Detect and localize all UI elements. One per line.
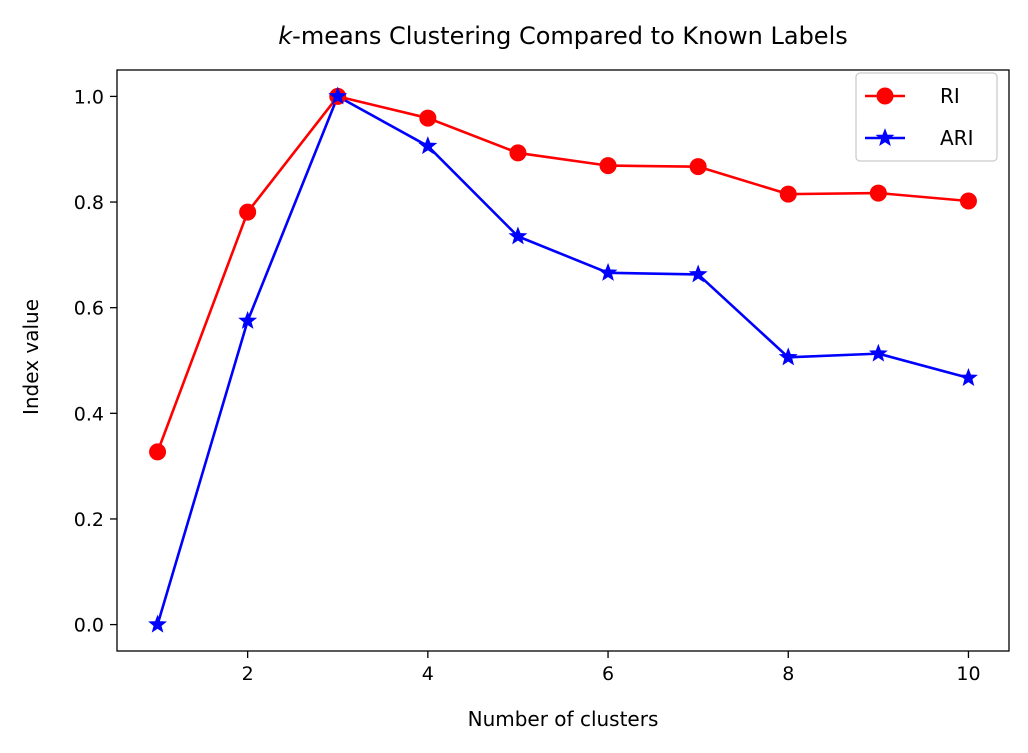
x-tick-label: 8 — [782, 663, 794, 685]
data-point-ari — [688, 264, 708, 283]
data-point-ri — [779, 185, 797, 203]
data-point-ari — [778, 347, 798, 366]
data-point-ri — [959, 192, 977, 210]
legend-marker-ari — [875, 128, 895, 147]
plot-area: 2 4 6 8 10 0.0 0.2 0.4 0.6 0.8 1.0 — [74, 69, 1010, 685]
series-line-ari — [156, 95, 969, 625]
legend-label-ari: ARI — [940, 126, 973, 150]
legend-label-ri: RI — [940, 84, 960, 108]
legend-marker-ri — [876, 87, 894, 105]
data-point-ri — [149, 443, 167, 461]
y-axis-label: Index value — [19, 299, 43, 415]
data-point-ari — [508, 226, 528, 245]
series-line-ri — [156, 95, 969, 453]
data-point-ari — [328, 86, 348, 105]
x-tick-label: 4 — [422, 663, 434, 685]
data-point-ari — [148, 614, 167, 633]
chart-title-italic: k — [278, 22, 293, 50]
data-point-ri — [689, 158, 707, 176]
x-tick-label: 10 — [956, 663, 980, 685]
y-tick-label: 0.4 — [74, 403, 104, 425]
data-point-ari — [418, 136, 438, 155]
y-tick-label: 0.2 — [74, 509, 104, 531]
x-tick-label: 6 — [602, 663, 614, 685]
plot-frame — [116, 69, 1010, 652]
data-point-ari — [868, 343, 888, 362]
data-point-ari — [959, 368, 978, 386]
legend-box — [855, 72, 998, 162]
data-point-ri — [599, 157, 617, 175]
chart-title: k-means Clustering Compared to Known Lab… — [278, 22, 848, 50]
data-point-ri — [509, 144, 527, 162]
legend: RI ARI — [855, 72, 998, 162]
data-point-ari — [598, 262, 618, 281]
y-tick-label: 1.0 — [74, 86, 104, 108]
data-point-ri — [869, 184, 887, 202]
data-point-ari — [238, 310, 258, 329]
data-point-ri — [239, 203, 257, 221]
y-tick-label: 0.8 — [74, 192, 104, 214]
y-tick-label: 0.0 — [74, 615, 104, 637]
x-axis-label: Number of clusters — [468, 707, 659, 731]
data-point-ri — [419, 109, 437, 127]
x-tick-label: 2 — [242, 663, 254, 685]
y-tick-label: 0.6 — [74, 298, 104, 320]
chart-title-rest: -means Clustering Compared to Known Labe… — [292, 22, 848, 50]
